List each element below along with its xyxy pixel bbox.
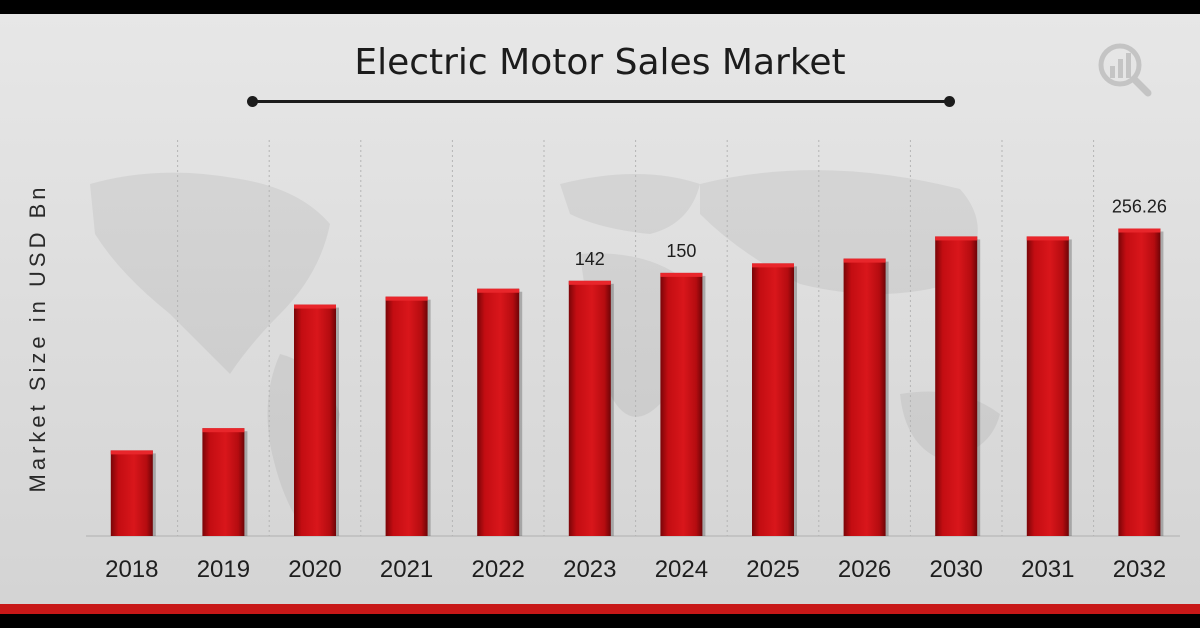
x-tick-label: 2020	[288, 556, 341, 583]
x-tick-label: 2032	[1113, 556, 1166, 583]
bar-top	[935, 236, 978, 241]
bar-2023	[568, 280, 614, 536]
bar-top	[568, 280, 611, 285]
bar-2019	[202, 428, 248, 536]
bar-top	[385, 296, 428, 301]
chart-title: Electric Motor Sales Market	[354, 42, 846, 83]
magnifier-bar-chart-logo-icon	[1098, 43, 1152, 97]
bar-body	[752, 263, 794, 536]
data-label: 256.26	[1112, 197, 1167, 217]
x-tick-label: 2024	[655, 556, 708, 583]
bar-top	[110, 450, 153, 455]
x-tick-label: 2030	[930, 556, 983, 583]
x-tick-label: 2018	[105, 556, 158, 583]
bar-2021	[385, 296, 431, 536]
bar-body	[202, 428, 245, 536]
bar-body	[110, 450, 153, 536]
x-tick-label: 2019	[197, 556, 250, 583]
x-tick-label: 2026	[838, 556, 891, 583]
bar-top	[660, 272, 703, 277]
bar-body	[568, 280, 611, 536]
bar-body	[935, 236, 978, 536]
data-label: 150	[666, 241, 696, 261]
bar-top	[202, 428, 245, 433]
bar-2022	[477, 288, 523, 536]
title-underline-left-dot	[247, 96, 258, 107]
x-tick-label: 2021	[380, 556, 433, 583]
bar-top	[752, 263, 794, 268]
x-tick-label: 2031	[1021, 556, 1074, 583]
bar-body	[1118, 228, 1161, 536]
bar-body	[843, 258, 886, 536]
bar-2018	[110, 450, 156, 536]
bar-2025	[752, 263, 797, 536]
bar-2032	[1118, 228, 1164, 536]
bar-top	[1118, 228, 1161, 233]
bar-2020	[294, 304, 339, 536]
bar-2030	[935, 236, 981, 536]
bar-body	[294, 304, 336, 536]
title-underline	[252, 100, 949, 103]
bar-2031	[1026, 236, 1072, 536]
bar-body	[385, 296, 428, 536]
x-tick-label: 2023	[563, 556, 616, 583]
bar-body	[1026, 236, 1069, 536]
bar-2026	[843, 258, 889, 536]
bar-top	[843, 258, 886, 263]
x-tick-label: 2022	[472, 556, 525, 583]
bar-body	[477, 288, 520, 536]
x-tick-label: 2025	[746, 556, 799, 583]
bar-top	[477, 288, 520, 293]
bar-top	[294, 304, 336, 309]
bar-2024	[660, 272, 706, 536]
data-label: 142	[575, 249, 605, 269]
bar-top	[1026, 236, 1069, 241]
title-underline-right-dot	[944, 96, 955, 107]
footer-accent-bar	[0, 604, 1200, 614]
bar-body	[660, 272, 703, 536]
